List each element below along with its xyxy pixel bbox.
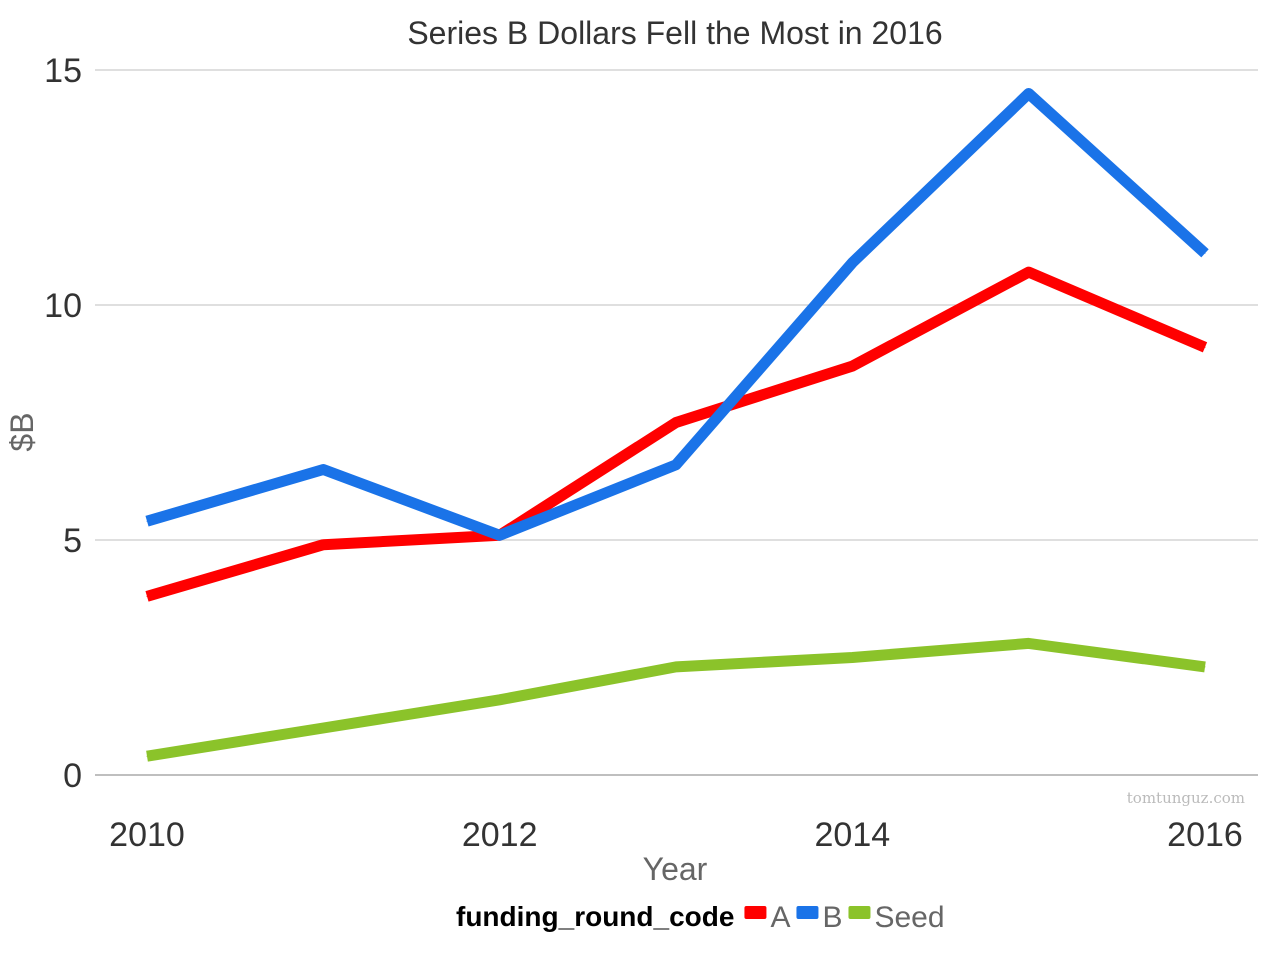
data-point — [499, 534, 501, 536]
gridlines — [95, 69, 1258, 776]
data-point — [322, 469, 324, 470]
series-b — [145, 88, 1209, 541]
legend-label-a: A — [770, 901, 790, 934]
data-point — [1028, 642, 1030, 644]
data-point — [1204, 666, 1206, 668]
series-line-a — [145, 266, 1208, 602]
data-point — [322, 544, 324, 546]
series-seed — [146, 637, 1206, 762]
series-a — [145, 266, 1208, 602]
x-tick-label: 2010 — [109, 816, 185, 854]
x-tick-labels: 2010 2012 2014 2016 — [109, 816, 1243, 854]
y-tick-label: 0 — [63, 757, 82, 795]
series-line-b — [145, 88, 1209, 541]
data-point — [675, 666, 677, 668]
x-axis-label: Year — [643, 851, 708, 887]
chart-title: Series B Dollars Fell the Most in 2016 — [407, 15, 942, 51]
legend-items: A B Seed — [744, 901, 945, 934]
y-tick-label: 5 — [63, 522, 82, 560]
data-point — [675, 464, 677, 466]
data-point — [146, 595, 148, 597]
data-point — [851, 262, 853, 264]
legend: funding_round_code A B Seed — [456, 901, 945, 934]
legend-label-seed: Seed — [874, 901, 944, 934]
legend-swatch-b — [796, 906, 819, 919]
data-point — [146, 755, 148, 757]
data-point — [1028, 271, 1030, 273]
legend-title: funding_round_code — [456, 901, 734, 932]
series-lines — [145, 88, 1209, 762]
data-point — [675, 422, 677, 423]
y-tick-labels: 0 5 10 15 — [44, 52, 82, 795]
data-point — [851, 365, 853, 367]
y-tick-label: 15 — [44, 52, 82, 90]
data-point — [322, 727, 324, 729]
data-point — [851, 657, 853, 658]
legend-swatch-a — [744, 906, 767, 919]
legend-label-b: B — [822, 901, 842, 934]
y-axis-label: $B — [4, 412, 40, 451]
y-tick-label: 10 — [44, 287, 82, 325]
data-point — [1204, 252, 1206, 254]
x-tick-label: 2014 — [815, 816, 891, 854]
watermark: tomtunguz.com — [1127, 789, 1245, 807]
x-tick-label: 2012 — [462, 816, 538, 854]
data-point — [146, 520, 148, 522]
legend-swatch-seed — [848, 906, 871, 919]
x-tick-label: 2016 — [1167, 816, 1243, 854]
data-point — [1028, 93, 1030, 94]
series-line-seed — [146, 637, 1206, 762]
data-point — [499, 699, 501, 701]
data-point — [1204, 346, 1206, 348]
